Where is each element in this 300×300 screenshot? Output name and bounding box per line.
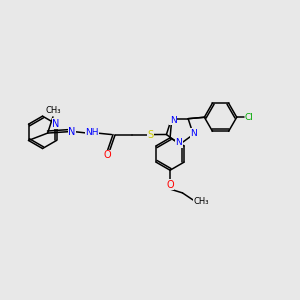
Text: NH: NH	[85, 128, 99, 137]
Text: N: N	[68, 127, 76, 136]
Text: N: N	[169, 116, 176, 125]
Text: S: S	[147, 130, 154, 140]
Text: Cl: Cl	[245, 113, 254, 122]
Text: CH₃: CH₃	[45, 106, 61, 115]
Text: N: N	[52, 118, 60, 129]
Text: O: O	[103, 150, 111, 160]
Text: N: N	[190, 128, 197, 137]
Text: CH₃: CH₃	[194, 196, 209, 206]
Text: O: O	[166, 180, 174, 190]
Text: N: N	[176, 138, 182, 147]
